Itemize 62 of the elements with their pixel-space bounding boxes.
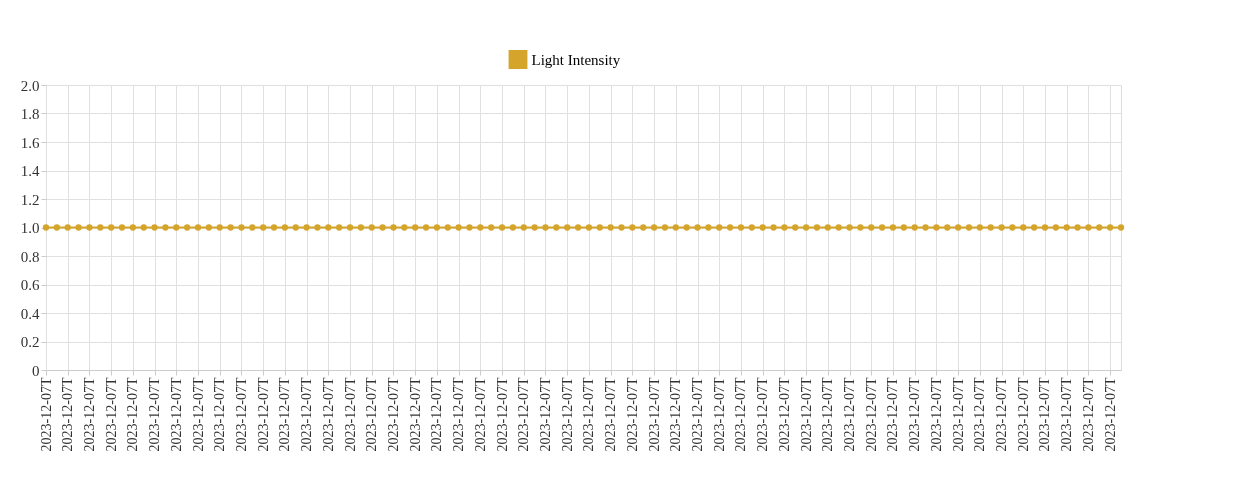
x-tick-label: 2023-12-07T: [364, 377, 380, 452]
x-tick-label: 2023-12-07T: [125, 377, 141, 452]
x-tick-label: 2023-12-07T: [690, 377, 706, 452]
x-tick-label: 2023-12-07T: [277, 377, 293, 452]
x-tick-label: 2023-12-07T: [1037, 377, 1053, 452]
x-tick-label: 2023-12-07T: [81, 377, 97, 452]
x-tick-label: 2023-12-07T: [537, 377, 553, 452]
x-tick-label: 2023-12-07T: [103, 377, 119, 452]
x-tick-label: 2023-12-07T: [907, 377, 923, 452]
y-tick-label: 0.2: [20, 334, 40, 350]
y-tick-label: 1.8: [20, 106, 40, 122]
x-tick-label: 2023-12-07T: [603, 377, 619, 452]
x-tick-label: 2023-12-07T: [798, 377, 814, 452]
x-tick-label: 2023-12-07T: [885, 377, 901, 452]
y-tick-label: 1.4: [20, 163, 40, 179]
x-tick-label: 2023-12-07T: [863, 377, 879, 452]
x-tick-label: 2023-12-07T: [559, 377, 575, 452]
x-tick-label: 2023-12-07T: [994, 377, 1010, 452]
legend-label: Light Intensity: [531, 51, 621, 68]
x-tick-label: 2023-12-07T: [820, 377, 836, 452]
x-tick-label: 2023-12-07T: [451, 377, 467, 452]
x-tick-label: 2023-12-07T: [190, 377, 206, 452]
x-tick-label: 2023-12-07T: [147, 377, 163, 452]
x-tick-label: 2023-12-07T: [581, 377, 597, 452]
x-tick-label: 2023-12-07T: [516, 377, 532, 452]
x-tick-label: 2023-12-07T: [928, 377, 944, 452]
x-tick-label: 2023-12-07T: [168, 377, 184, 452]
y-tick-label: 0.6: [20, 277, 40, 293]
y-tick-label: 0.8: [20, 248, 40, 265]
x-tick-label: 2023-12-07T: [342, 377, 358, 452]
x-tick-label: 2023-12-07T: [668, 377, 684, 452]
x-tick-label: 2023-12-07T: [320, 377, 336, 452]
x-tick-label: 2023-12-07T: [255, 377, 271, 452]
x-tick-label: 2023-12-07T: [472, 377, 488, 452]
x-tick-label: 2023-12-07T: [842, 377, 858, 452]
x-tick-label: 2023-12-07T: [407, 377, 423, 452]
x-tick-label: 2023-12-07T: [385, 377, 401, 452]
x-tick-label: 2023-12-07T: [624, 377, 640, 452]
y-tick-label: 2.0: [20, 77, 40, 94]
x-tick-label: 2023-12-07T: [972, 377, 988, 452]
x-tick-label: 2023-12-07T: [233, 377, 249, 452]
y-tick-label: 0: [32, 362, 40, 379]
x-tick-label: 2023-12-07T: [776, 377, 792, 452]
x-tick-label: 2023-12-07T: [38, 377, 54, 452]
x-tick-label: 2023-12-07T: [1080, 377, 1096, 452]
x-tick-label: 2023-12-07T: [711, 377, 727, 452]
x-tick-label: 2023-12-07T: [212, 377, 228, 452]
x-tick-label: 2023-12-07T: [429, 377, 445, 452]
x-tick-label: 2023-12-07T: [646, 377, 662, 452]
x-tick-label: 2023-12-07T: [950, 377, 966, 452]
y-tick-label: 1.6: [20, 134, 40, 151]
y-tick-label: 1.2: [20, 191, 40, 208]
y-tick-label: 0.4: [20, 305, 40, 322]
x-tick-label: 2023-12-07T: [1059, 377, 1075, 452]
x-tick-label: 2023-12-07T: [733, 377, 749, 452]
x-tick-label: 2023-12-07T: [299, 377, 315, 452]
x-tick-label: 2023-12-07T: [1102, 377, 1118, 452]
y-tick-label: 1.0: [20, 220, 40, 236]
x-tick-label: 2023-12-07T: [494, 377, 510, 452]
x-tick-label: 2023-12-07T: [755, 377, 771, 452]
x-tick-label: 2023-12-07T: [60, 377, 76, 452]
x-tick-label: 2023-12-07T: [1015, 377, 1031, 452]
